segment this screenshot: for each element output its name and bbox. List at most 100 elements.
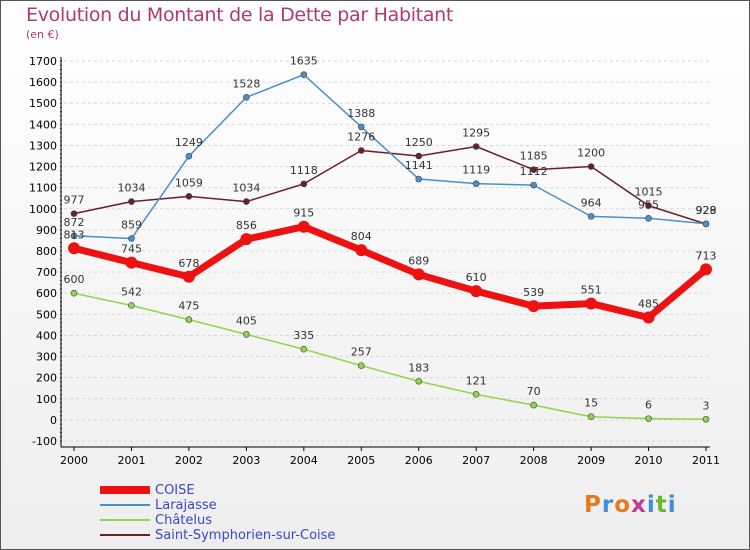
- data-point: [587, 213, 595, 220]
- data-point: [357, 123, 365, 131]
- x-tick-label: 2000: [60, 454, 88, 467]
- y-tick-label: 0: [50, 414, 57, 427]
- y-tick-label: 800: [36, 245, 57, 258]
- data-point: [125, 256, 138, 269]
- data-point: [415, 175, 423, 183]
- data-label: 1635: [290, 55, 318, 68]
- data-label: 485: [638, 298, 659, 311]
- logo-letter: P: [584, 492, 602, 518]
- data-point: [412, 268, 425, 281]
- data-point: [357, 362, 365, 369]
- data-point: [185, 193, 193, 200]
- data-label: 1118: [290, 164, 318, 177]
- legend-item-chatelus: Châtelus: [100, 513, 400, 528]
- data-label: 1119: [462, 164, 490, 177]
- legend-swatch: [100, 519, 150, 521]
- data-label: 15: [584, 397, 598, 410]
- data-label: 955: [638, 198, 659, 211]
- y-tick-label: 1700: [29, 55, 57, 68]
- data-point: [527, 300, 540, 313]
- y-tick-label: 1200: [29, 161, 57, 174]
- data-point: [415, 152, 423, 160]
- legend-swatch: [100, 486, 150, 494]
- data-label: 859: [121, 219, 142, 232]
- data-label: 551: [581, 284, 602, 297]
- data-label: 713: [696, 249, 717, 262]
- data-label: 1388: [347, 107, 375, 120]
- data-point: [585, 297, 598, 310]
- legend-item-saint-symphorien: Saint-Symphorien-sur-Coise: [100, 528, 400, 543]
- data-point: [645, 415, 652, 422]
- data-label: 1141: [405, 159, 433, 172]
- legend-swatch: [100, 534, 150, 536]
- legend-item-larajasse: Larajasse: [100, 498, 400, 513]
- data-label: 813: [64, 228, 85, 241]
- data-label: 1112: [520, 165, 548, 178]
- x-tick-label: 2010: [635, 454, 663, 467]
- legend-label: Larajasse: [155, 498, 217, 513]
- data-label: 1249: [175, 136, 203, 149]
- data-point: [702, 415, 710, 423]
- data-point: [645, 202, 652, 209]
- data-point: [702, 220, 710, 228]
- x-tick-label: 2009: [577, 454, 605, 467]
- y-tick-label: 1000: [29, 203, 57, 216]
- data-label: 915: [293, 207, 314, 220]
- y-tick-label: 1600: [29, 76, 57, 89]
- data-label: 1034: [232, 182, 260, 195]
- data-point: [642, 311, 655, 324]
- data-label: 405: [236, 314, 257, 327]
- data-label: 964: [581, 196, 602, 209]
- data-label: 257: [351, 346, 372, 359]
- chart-unit: (en €): [26, 28, 59, 41]
- data-point: [587, 413, 595, 421]
- data-label: 121: [466, 374, 487, 387]
- x-tick-label: 2005: [347, 454, 375, 467]
- data-label: 977: [64, 194, 85, 207]
- legend-item-coise: COISE: [100, 483, 400, 498]
- data-point: [700, 263, 712, 276]
- data-label: 539: [523, 286, 544, 299]
- legend-label: Saint-Symphorien-sur-Coise: [155, 528, 336, 543]
- data-label: 929: [696, 204, 717, 217]
- data-point: [128, 302, 135, 309]
- data-label: 183: [408, 361, 429, 374]
- logo-letter: x: [631, 492, 647, 518]
- data-point: [645, 214, 652, 222]
- data-label: 678: [178, 257, 199, 270]
- data-point: [240, 233, 253, 246]
- chart-title: Evolution du Montant de la Dette par Hab…: [26, 4, 454, 26]
- data-label: 1034: [117, 182, 145, 195]
- x-tick-label: 2008: [520, 454, 548, 467]
- data-point: [68, 242, 80, 255]
- y-tick-label: 200: [36, 372, 57, 385]
- data-label: 1276: [347, 131, 375, 144]
- data-point: [415, 377, 423, 385]
- data-point: [470, 285, 483, 298]
- x-tick-label: 2001: [117, 454, 145, 467]
- data-label: 1015: [635, 186, 663, 199]
- data-label: 610: [466, 271, 487, 284]
- data-point: [128, 235, 135, 242]
- data-point: [472, 180, 480, 187]
- data-label: 1185: [520, 150, 548, 163]
- data-point: [243, 94, 250, 101]
- data-point: [297, 220, 310, 233]
- data-label: 335: [293, 329, 314, 342]
- data-point: [185, 316, 193, 323]
- data-point: [357, 147, 365, 154]
- data-point: [530, 181, 537, 189]
- y-tick-label: 100: [36, 393, 57, 406]
- legend-swatch: [100, 504, 150, 506]
- data-label: 1528: [232, 77, 260, 90]
- logo-letter: t: [655, 492, 668, 518]
- logo-letter: o: [614, 492, 632, 518]
- data-label: 745: [121, 243, 142, 256]
- data-point: [128, 198, 135, 205]
- data-label: 804: [351, 230, 372, 243]
- series-line: [73, 73, 707, 240]
- logo-letter: r: [601, 492, 615, 518]
- y-tick-label: 1300: [29, 139, 57, 152]
- data-label: 1200: [577, 147, 605, 160]
